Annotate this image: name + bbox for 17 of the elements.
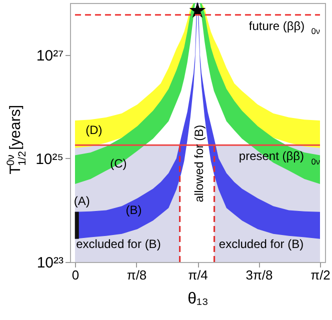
- annotation: (D): [86, 122, 102, 137]
- y-tick-label: 10²⁵: [36, 150, 64, 168]
- series-label: (A): [74, 194, 90, 208]
- ref-line-label: future (ββ)0ν: [248, 18, 320, 36]
- x-tick-label: π/4: [188, 268, 208, 282]
- x-tick-label: 0: [72, 268, 80, 282]
- y-tick-label: 10²⁷: [36, 47, 64, 64]
- x-tick-label: 3π/8: [246, 268, 273, 282]
- x-axis-title: θ₁₃: [188, 290, 208, 308]
- annotation: excluded for (B): [218, 236, 304, 251]
- y-tick-label: 10²³: [36, 254, 64, 272]
- x-tick-label: π/2: [310, 268, 330, 282]
- y-axis-title: T1/20ν [years]: [5, 105, 28, 174]
- annotation: allowed for (B): [192, 124, 206, 202]
- x-tick-label: π/8: [126, 268, 147, 282]
- annotation: (B): [126, 203, 142, 218]
- annotation: excluded for (B): [76, 236, 161, 251]
